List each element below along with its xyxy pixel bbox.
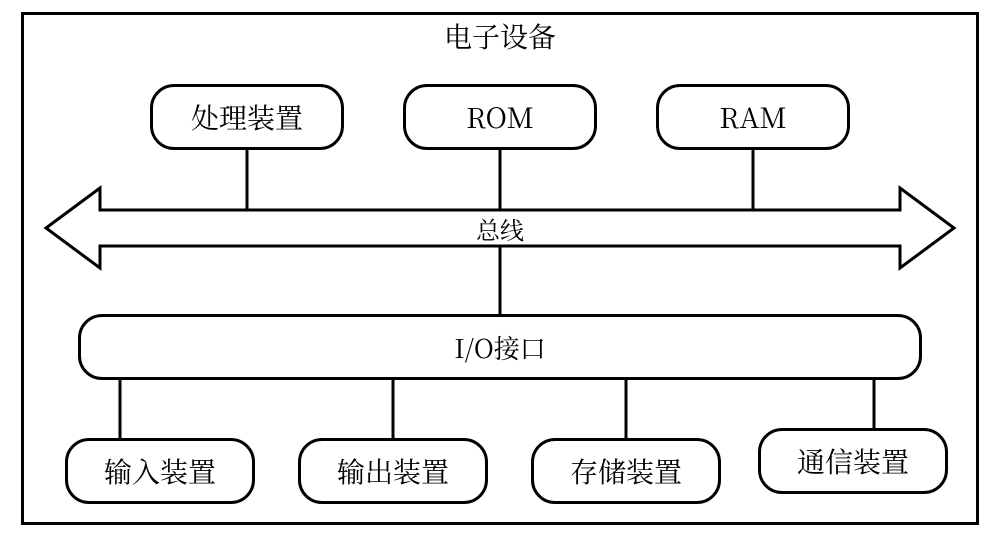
node-comm-label: 通信装置 bbox=[797, 441, 909, 481]
bus-label-text: 总线 bbox=[476, 211, 524, 246]
diagram-canvas: 电子设备 总线 处理装置 ROM RAM I/O接口 输入装置 输出装置 存储装… bbox=[0, 0, 1000, 537]
node-ram-label: RAM bbox=[719, 97, 787, 137]
node-processor: 处理装置 bbox=[150, 84, 344, 150]
node-rom: ROM bbox=[403, 84, 597, 150]
node-io: I/O接口 bbox=[78, 314, 922, 380]
node-comm: 通信装置 bbox=[758, 428, 948, 494]
node-rom-label: ROM bbox=[466, 97, 534, 137]
node-input-label: 输入装置 bbox=[104, 451, 216, 491]
node-storage: 存储装置 bbox=[531, 438, 721, 504]
node-output-label: 输出装置 bbox=[337, 451, 449, 491]
node-ram: RAM bbox=[656, 84, 850, 150]
node-storage-label: 存储装置 bbox=[570, 451, 682, 491]
node-input: 输入装置 bbox=[65, 438, 255, 504]
node-io-label: I/O接口 bbox=[454, 329, 546, 366]
node-output: 输出装置 bbox=[298, 438, 488, 504]
node-processor-label: 处理装置 bbox=[191, 97, 303, 137]
bus-label: 总线 bbox=[0, 216, 1000, 240]
